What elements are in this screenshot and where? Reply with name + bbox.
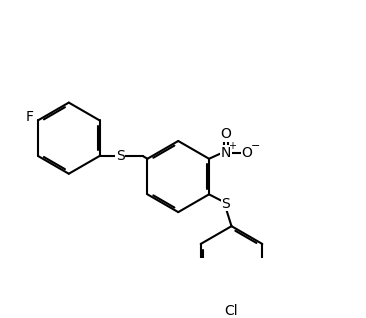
Text: Cl: Cl xyxy=(225,304,238,318)
Text: N: N xyxy=(221,146,231,160)
Text: S: S xyxy=(221,197,230,211)
Text: O: O xyxy=(242,146,252,160)
Text: O: O xyxy=(220,128,231,142)
Text: +: + xyxy=(228,142,236,151)
Text: −: − xyxy=(250,142,260,151)
Text: F: F xyxy=(26,110,34,124)
Text: S: S xyxy=(116,149,124,163)
